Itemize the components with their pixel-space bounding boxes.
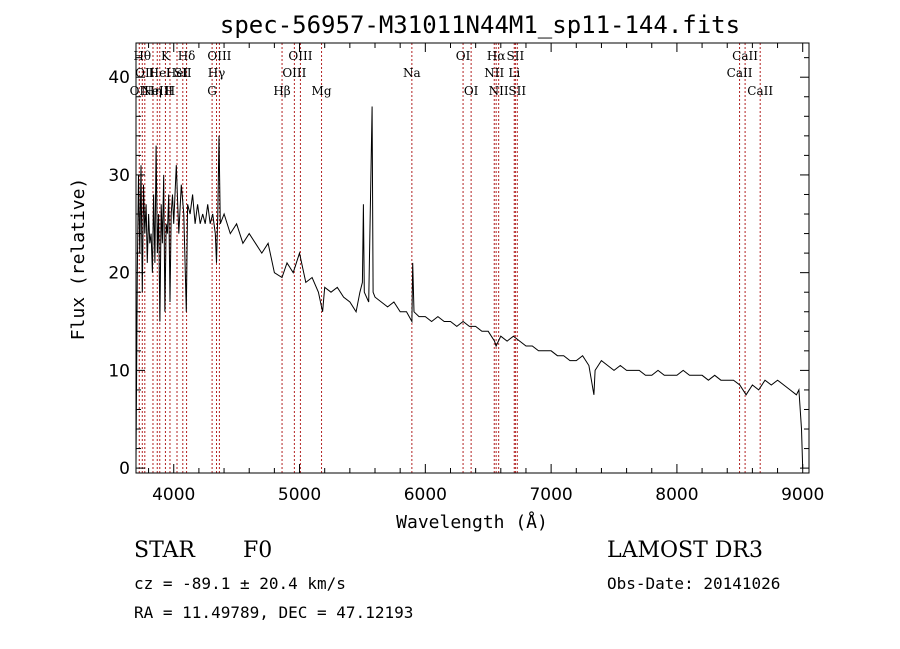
marker-label: SII — [174, 66, 192, 80]
x-tick-label: 8000 — [655, 485, 698, 505]
line-marker-labels: OIIHθOIIHηNeIIIHeIKHHeISIIHδGHγOIIIHβOII… — [130, 49, 774, 98]
marker-label: OII — [130, 84, 150, 98]
marker-label: OIII — [288, 49, 312, 63]
marker-label: OI — [464, 84, 479, 98]
marker-label: Hα — [487, 49, 506, 63]
x-tick-label: 9000 — [781, 485, 824, 505]
marker-label: SII — [507, 49, 525, 63]
marker-label: OI — [456, 49, 471, 63]
x-tick-label: 6000 — [404, 485, 447, 505]
marker-label: HeI — [149, 66, 172, 80]
y-tick-label: 30 — [108, 166, 130, 186]
axis-ticks: 4000 5000 6000 7000 8000 9000 0 10 20 30 40 — [108, 43, 824, 505]
x-axis-label: Wavelength (Å) — [396, 511, 548, 533]
marker-label: Li — [508, 66, 520, 80]
marker-label: CaII — [727, 66, 753, 80]
x-tick-label: 4000 — [152, 485, 195, 505]
marker-label: NII — [489, 84, 509, 98]
x-tick-label: 7000 — [529, 485, 572, 505]
marker-label: H — [165, 84, 175, 98]
marker-label: CaII — [732, 49, 758, 63]
marker-label: HeI — [166, 66, 189, 80]
y-tick-label: 40 — [108, 68, 130, 88]
y-tick-label: 20 — [108, 264, 130, 284]
marker-label: CaII — [747, 84, 773, 98]
chart-title: spec-56957-M31011N44M1_sp11-144.fits — [220, 11, 740, 39]
survey-name: LAMOST DR3 — [607, 538, 763, 563]
ra-dec-coordinates: RA = 11.49789, DEC = 47.12193 — [134, 603, 414, 622]
y-tick-label: 0 — [119, 459, 130, 479]
y-tick-label: 10 — [108, 361, 130, 381]
marker-label: NeIII — [141, 84, 173, 98]
marker-label: Hη — [144, 84, 162, 98]
marker-label: Hθ — [133, 49, 151, 63]
marker-label: G — [207, 84, 217, 98]
marker-label: K — [161, 49, 171, 63]
marker-label: OIII — [207, 49, 231, 63]
spectrum-line — [135, 106, 804, 469]
marker-label: Na — [403, 66, 421, 80]
subclass: F0 — [243, 538, 273, 563]
marker-label: Hγ — [208, 66, 226, 80]
x-tick-label: 5000 — [278, 485, 321, 505]
marker-label: NII — [484, 66, 504, 80]
y-axis-label: Flux (relative) — [68, 178, 89, 341]
marker-label: OII — [135, 66, 155, 80]
redshift-velocity: cz = -89.1 ± 20.4 km/s — [134, 574, 346, 593]
marker-label: Hδ — [178, 49, 196, 63]
marker-label: OIII — [282, 66, 306, 80]
object-class: STAR — [134, 538, 195, 563]
marker-label: Mg — [312, 84, 332, 98]
observation-date: Obs-Date: 20141026 — [607, 574, 781, 593]
marker-label: SII — [508, 84, 526, 98]
plot-frame — [135, 42, 810, 474]
line-markers — [138, 43, 761, 473]
marker-label: Hβ — [273, 84, 290, 98]
